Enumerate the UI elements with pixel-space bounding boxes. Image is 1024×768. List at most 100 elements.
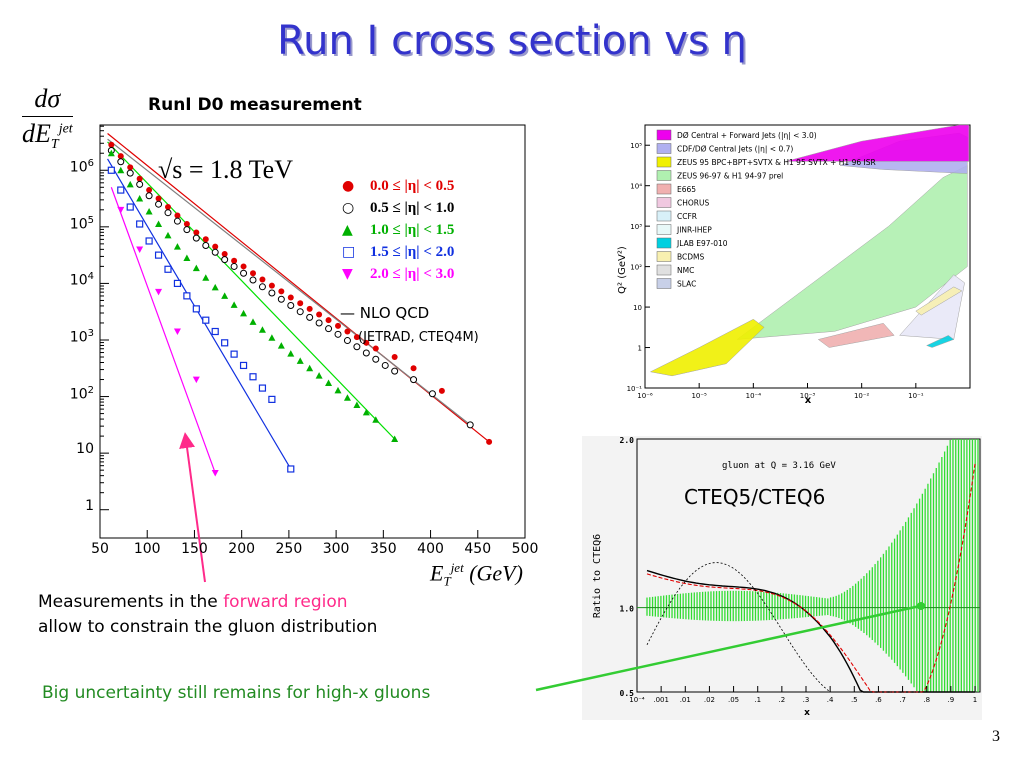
data-point [193, 229, 200, 236]
data-point [155, 220, 163, 228]
ytick-label: 103 [69, 327, 94, 346]
kinematic-coverage-chart: DØ Central + Forward Jets (|η| < 3.0) CDF… [615, 120, 975, 405]
data-point [230, 262, 238, 270]
data-point [353, 343, 361, 351]
data-point [174, 212, 181, 219]
yaxis-label: dσ dETjet [22, 84, 73, 153]
note1-highlight: forward region [223, 592, 348, 612]
fit-line-1 [107, 138, 471, 426]
ratio-title: gluon at Q = 3.16 GeV [722, 461, 836, 471]
data-point [155, 195, 162, 202]
legend-label: 1.5 ≤ |η| < 2.0 [370, 244, 455, 260]
data-point [126, 203, 134, 211]
data-point [145, 192, 153, 200]
data-point [362, 349, 370, 357]
data-point [231, 257, 238, 264]
ytick-label: 105 [69, 214, 94, 233]
data-point [381, 361, 389, 369]
data-point [240, 269, 248, 277]
data-point [117, 166, 125, 174]
data-point [315, 372, 323, 379]
fit-line-4 [110, 187, 216, 474]
ratio-xtick-label: .9 [948, 696, 955, 704]
kin-legend-label: CCFR [677, 212, 697, 221]
data-point [221, 256, 229, 264]
data-point [173, 217, 181, 225]
kin-xtick-label: 10⁻² [854, 392, 870, 400]
kin-xtick-label: 10⁻⁴ [746, 392, 762, 400]
high-x-arrow [535, 604, 921, 692]
gluon-ratio-chart: gluon at Q = 3.16 GeV 0.5 1.0 2.0 10⁻⁴ .001 .0… [582, 436, 982, 720]
data-point [126, 169, 134, 177]
data-point [353, 334, 360, 341]
legend-label: 1.0 ≤ |η| < 1.5 [370, 222, 455, 238]
data-point [192, 264, 200, 272]
xtick-label: 150 [181, 541, 208, 557]
data-point [136, 175, 143, 182]
data-point [287, 350, 295, 357]
legend-marker: ○ [342, 200, 355, 216]
slide-title: Run I cross section vs η [277, 18, 747, 64]
data-point [428, 390, 436, 398]
ratio-xtick-label: .6 [875, 696, 882, 704]
data-point [268, 289, 276, 297]
forward-region-arrow [179, 432, 206, 583]
note1-line2: allow to constrain the gluon distributio… [38, 617, 378, 637]
ytick-label: 102 [69, 384, 94, 403]
data-point [136, 246, 144, 253]
nlo-label: — NLO QCD [340, 304, 430, 322]
data-point [410, 365, 417, 372]
kin-legend-label: JINR-IHEP [676, 226, 712, 235]
data-point [211, 469, 219, 477]
data-point [249, 373, 257, 381]
data-point [221, 292, 229, 299]
data-point [117, 206, 125, 214]
data-point [192, 234, 200, 242]
data-point [145, 208, 153, 215]
kin-legend-swatch [656, 197, 672, 208]
kin-ytick-label: 10² [630, 264, 642, 272]
zeus-bpc-region [649, 318, 765, 377]
data-point [343, 337, 351, 345]
kin-legend-swatch [656, 156, 672, 168]
legend-marker: ▲ [342, 222, 353, 238]
data-point [363, 339, 370, 346]
kin-xaxis-label: x [805, 395, 812, 405]
ratio-xtick-label: .5 [851, 696, 858, 704]
note1-pre: Measurements in the [38, 592, 224, 612]
data-point [146, 187, 153, 194]
data-point [334, 330, 342, 338]
data-point [154, 251, 163, 259]
xtick-label: 400 [417, 541, 444, 557]
xtick-label: 50 [91, 541, 109, 557]
data-point [410, 376, 418, 384]
kin-xtick-label: 10⁻⁶ [637, 392, 653, 400]
data-point [315, 319, 323, 327]
data-point [164, 231, 172, 239]
high-x-arrow-dot [917, 602, 925, 610]
data-point [173, 279, 182, 288]
data-point [296, 308, 304, 316]
kin-legend-swatch [656, 264, 672, 276]
data-point [192, 305, 200, 313]
kin-yaxis-label: Q² (GeV²) [617, 246, 628, 294]
plot-frame [99, 124, 526, 539]
data-point [211, 327, 219, 336]
kin-legend-swatch [656, 183, 672, 195]
data-point [268, 334, 276, 341]
kin-legend-label: CHORUS [677, 199, 709, 208]
kin-legend-swatch [656, 224, 672, 235]
ratio-yaxis-label: Ratio to CTEQ6 [592, 534, 603, 618]
data-point [372, 416, 380, 423]
data-point [325, 317, 332, 324]
cteq-alt2-curve [646, 562, 975, 693]
legend-marker: □ [342, 244, 356, 260]
data-point [249, 276, 257, 284]
ratio-xtick-label: .001 [653, 696, 669, 704]
kin-legend-swatch [656, 170, 672, 181]
kin-ytick-label: 10³ [630, 223, 642, 231]
forward-region-note: Measurements in the forward region allow… [38, 590, 377, 640]
data-point [438, 387, 445, 394]
xtick-label: 100 [133, 541, 161, 557]
